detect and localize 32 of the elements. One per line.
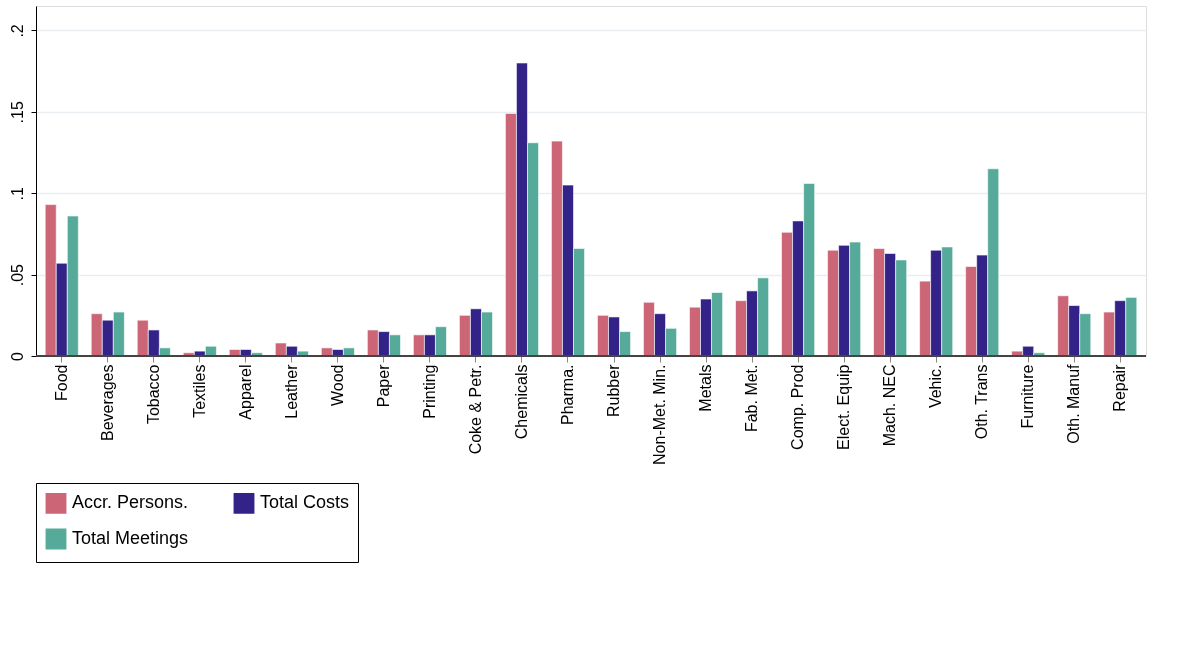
- x-tick-label: Fab. Met.: [743, 364, 761, 433]
- x-tick-label: Comp. Prod: [789, 364, 807, 450]
- x-tick-label: Non-Met. Min.: [651, 364, 669, 465]
- x-tick-label: Rubber: [605, 363, 623, 417]
- x-tick-label: Apparel: [236, 364, 254, 420]
- y-tick-label: 0: [8, 351, 26, 361]
- x-tick-label: Pharma.: [558, 364, 576, 425]
- x-tick-label: Wood: [328, 364, 346, 407]
- y-tick-label: .1: [8, 186, 26, 201]
- x-tick-label: Elect. Equip: [835, 364, 853, 450]
- x-tick-label: Furniture: [1019, 364, 1037, 429]
- y-tick-label: .2: [8, 24, 26, 38]
- legend-label: Accr. Persons.: [72, 492, 189, 513]
- x-tick-label: Coke & Petr.: [466, 364, 484, 455]
- x-tick-label: Oth. Trans: [973, 364, 991, 440]
- x-tick-label: Mach. NEC: [881, 364, 899, 447]
- y-tick-label: .05: [8, 263, 26, 287]
- x-tick-label: Leather: [282, 363, 300, 419]
- x-tick-label: Repair: [1111, 363, 1129, 412]
- x-tick-label: Tobacco: [144, 364, 162, 425]
- x-tick-label: Beverages: [98, 364, 116, 441]
- x-tick-label: Printing: [420, 364, 438, 419]
- legend-label: Total Meetings: [72, 528, 189, 548]
- x-tick-label: Textiles: [190, 364, 208, 418]
- x-tick-label: Food: [52, 364, 70, 401]
- x-tick-label: Vehic.: [927, 364, 945, 409]
- x-tick-label: Paper: [374, 363, 392, 408]
- y-tick-label: .15: [8, 101, 26, 124]
- x-tick-label: Metals: [697, 364, 715, 412]
- x-tick-label: Chemicals: [512, 364, 530, 440]
- x-tick-label: Oth. Manuf: [1065, 363, 1083, 444]
- legend-label: Total Costs: [260, 492, 350, 513]
